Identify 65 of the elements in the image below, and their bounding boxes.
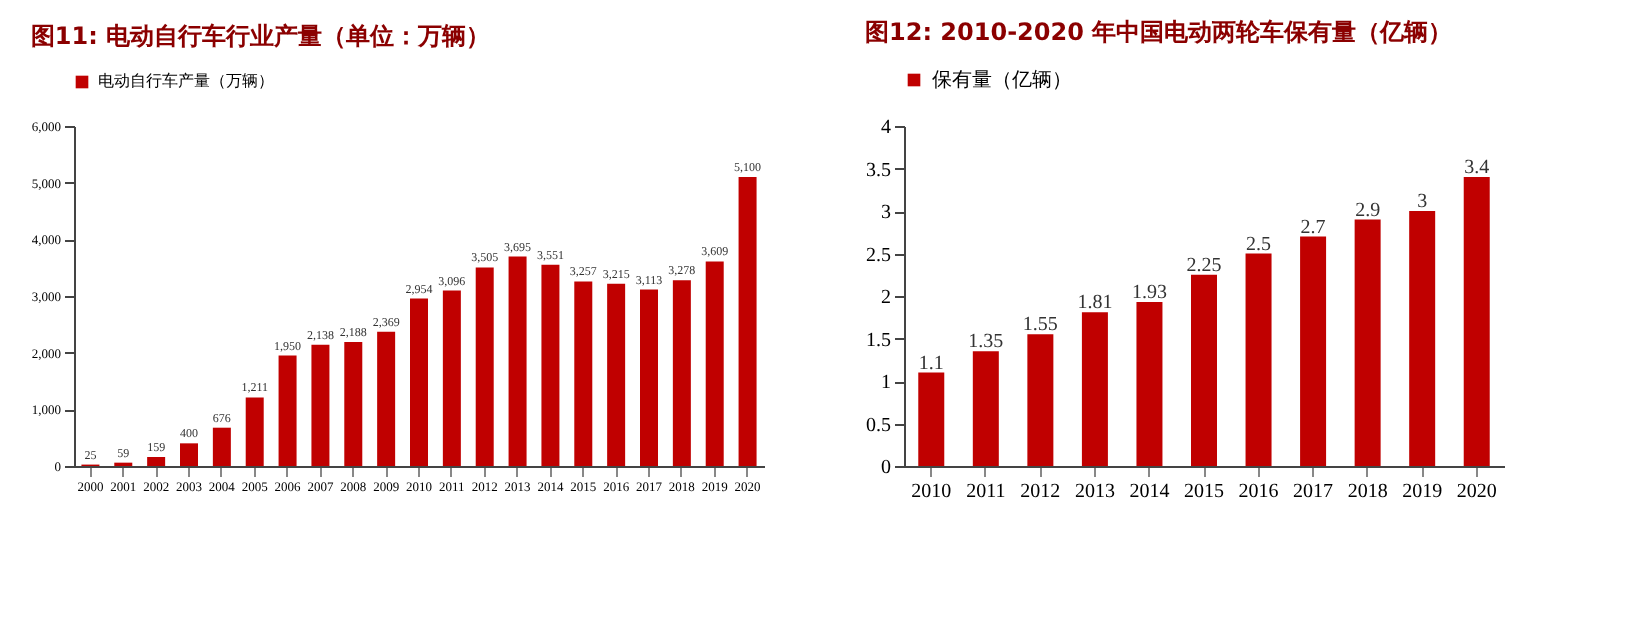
data-label: 1.35 (968, 331, 1004, 354)
bar (377, 331, 396, 466)
y-tick-label: 4 (881, 117, 891, 139)
bar (1191, 274, 1217, 466)
data-label: 1.1 (918, 352, 944, 375)
legend-label: 电动自行车产量（万辆） (98, 72, 274, 90)
x-tick-label: 2020 (1456, 481, 1497, 503)
bar (442, 290, 461, 466)
bar (344, 342, 363, 466)
bar (180, 443, 198, 466)
bar (245, 397, 264, 466)
data-label: 1.81 (1077, 292, 1113, 315)
bar (574, 281, 593, 466)
x-tick-label: 2018 (1347, 481, 1388, 503)
bar (705, 261, 724, 466)
x-tick-label: 2016 (1238, 481, 1279, 503)
y-tick-label: 3.5 (866, 159, 891, 182)
bar (1245, 253, 1272, 466)
y-tick-label: 1.5 (866, 329, 891, 352)
chart-title: 图11: 电动自行车行业产量（单位：万辆） (30, 22, 491, 50)
x-tick-label: 2011 (966, 481, 1006, 503)
bar (1300, 236, 1327, 466)
bar (1354, 219, 1381, 466)
bar (541, 264, 560, 466)
bar (738, 177, 757, 466)
data-label: 1.93 (1131, 281, 1167, 304)
bar (508, 256, 527, 466)
bar (640, 289, 658, 466)
data-label: 2.5 (1246, 233, 1272, 256)
y-tick-label: 0 (881, 457, 891, 479)
bar (475, 267, 494, 466)
x-tick-label: 2017 (1293, 481, 1334, 503)
x-tick-label: 2010 (911, 481, 952, 503)
chart-title: 图12: 2010-2020 年中国电动两轮车保有量（亿辆） (865, 18, 1453, 46)
bar (278, 355, 297, 466)
data-label: 3.4 (1464, 157, 1490, 179)
data-label: 2.7 (1300, 216, 1326, 239)
y-tick-label: 1 (881, 372, 891, 394)
y-tick-label: 0.5 (866, 414, 891, 437)
data-label: 1.55 (1022, 314, 1058, 337)
x-tick-label: 2015 (1184, 481, 1224, 503)
data-label: 2.25 (1186, 254, 1222, 277)
bar (972, 351, 999, 466)
y-tick-label: 2 (881, 287, 891, 309)
data-label: 2.9 (1355, 199, 1381, 222)
bar (1027, 334, 1054, 466)
bar (607, 283, 626, 466)
bar (1463, 177, 1490, 466)
bar (1409, 211, 1436, 466)
bar (1081, 312, 1108, 466)
x-tick-label: 2012 (1020, 481, 1061, 503)
bar (918, 372, 945, 466)
bar (311, 344, 330, 466)
bar (147, 456, 166, 466)
x-tick-label: 2014 (1129, 481, 1170, 503)
bar (672, 280, 691, 466)
y-tick-label: 2.5 (866, 244, 891, 267)
legend-label: 保有量（亿辆） (932, 68, 1072, 92)
bar (410, 298, 428, 466)
y-tick-label: 3 (881, 202, 891, 224)
data-label: 3 (1417, 191, 1428, 213)
x-tick-label: 2013 (1074, 481, 1115, 503)
x-tick-label: 2019 (1402, 481, 1443, 503)
bar (212, 427, 231, 466)
bar (1136, 301, 1163, 466)
